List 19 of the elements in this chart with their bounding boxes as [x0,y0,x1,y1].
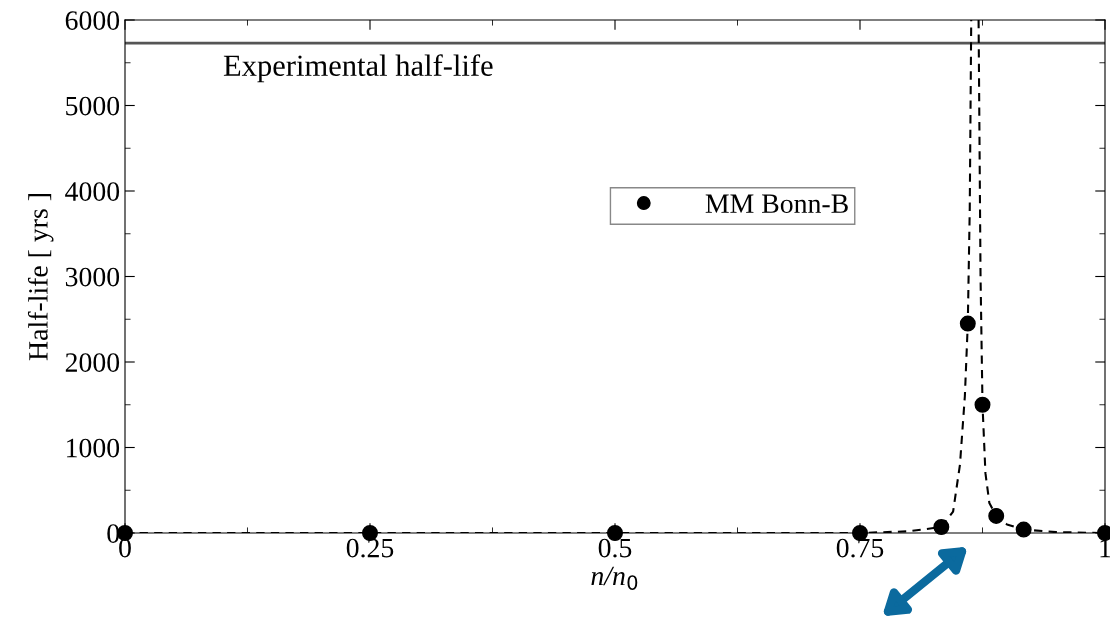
x-tick-label: 0.25 [346,538,394,558]
point [959,315,976,332]
y-tick-label: 3000 [65,267,120,287]
y-axis-title: Half-life [ yrs ] [27,194,54,361]
point [1015,521,1032,538]
x-axis-title: n/n$_{0}$ [591,566,638,590]
x-tick-label: 0.5 [598,538,632,558]
legend-label: MM Bonn-B [705,194,848,214]
x-tick-label: 1 [1100,538,1110,558]
y-tick-label: 1000 [67,438,120,458]
y-tick-label: 2000 [65,353,120,372]
ref-line-label: Experimental half-life [223,54,493,83]
y-tick-label: 5000 [66,96,120,116]
y-tick-label: 4000 [65,182,120,201]
y-tick-label: 6000 [65,11,120,30]
point [933,519,950,535]
point [974,396,991,413]
x-tick-label: 0.75 [836,538,884,558]
point [988,507,1005,524]
